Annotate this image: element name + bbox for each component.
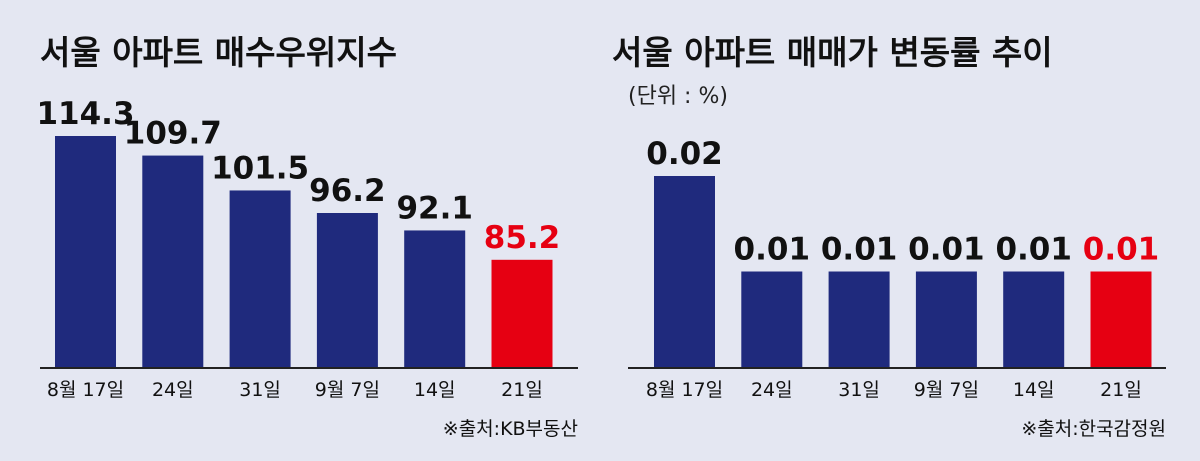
- value-label-0: 114.3: [36, 96, 134, 132]
- bar-2: [229, 190, 291, 367]
- value-label-5: 0.01: [1083, 232, 1160, 268]
- value-label-1: 109.7: [124, 116, 222, 152]
- bar-0: [55, 136, 116, 367]
- x-tick-label-3: 9월 7일: [914, 379, 979, 401]
- bar-1: [741, 271, 803, 367]
- value-label-2: 101.5: [211, 150, 309, 186]
- x-tick-label-0: 8월 17일: [47, 379, 124, 401]
- x-tick-label-1: 24일: [751, 379, 793, 401]
- chart-buy-superiority-index: 서울 아파트 매수우위지수 ※출처:KB부동산 114.3 8월 17일 109.7…: [36, 33, 578, 440]
- value-label-0: 0.02: [646, 136, 723, 172]
- bar-5: [491, 259, 553, 367]
- unit-label: (단위 : %): [628, 84, 728, 109]
- value-label-4: 92.1: [396, 190, 473, 226]
- bar-3: [316, 213, 378, 367]
- source-note: ※출처:KB부동산: [443, 418, 578, 440]
- x-tick-label-5: 21일: [501, 379, 543, 401]
- chart-title: 서울 아파트 매수우위지수: [40, 33, 397, 72]
- bar-2: [828, 271, 890, 367]
- x-tick-label-4: 14일: [1013, 379, 1055, 401]
- value-label-4: 0.01: [995, 232, 1072, 268]
- x-tick-label-4: 14일: [414, 379, 456, 401]
- value-label-3: 96.2: [309, 173, 386, 209]
- value-label-3: 0.01: [908, 232, 985, 268]
- bar-5: [1090, 271, 1152, 367]
- bar-0: [654, 176, 715, 367]
- chart-price-change-rate: 서울 아파트 매매가 변동률 추이 (단위 : %) ※출처:한국감정원 0.0…: [612, 33, 1166, 440]
- value-label-5: 85.2: [484, 220, 561, 256]
- x-tick-label-3: 9월 7일: [315, 379, 380, 401]
- x-tick-label-2: 31일: [838, 379, 880, 401]
- value-label-2: 0.01: [821, 232, 898, 268]
- x-tick-label-0: 8월 17일: [646, 379, 723, 401]
- source-note: ※출처:한국감정원: [1021, 418, 1166, 440]
- bar-1: [142, 155, 204, 367]
- x-tick-label-5: 21일: [1100, 379, 1142, 401]
- bar-4: [1003, 271, 1065, 367]
- bar-4: [404, 230, 466, 367]
- chart-title: 서울 아파트 매매가 변동률 추이: [612, 33, 1053, 72]
- bar-3: [915, 271, 977, 367]
- value-label-1: 0.01: [734, 232, 811, 268]
- x-tick-label-1: 24일: [152, 379, 194, 401]
- x-tick-label-2: 31일: [239, 379, 281, 401]
